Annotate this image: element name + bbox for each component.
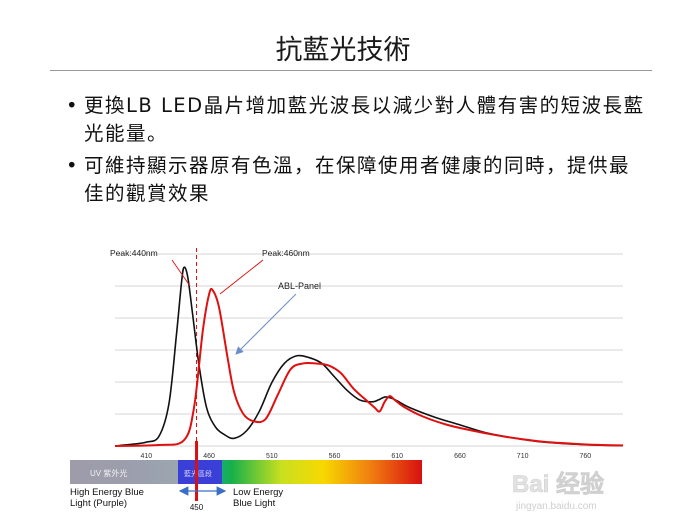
red-spectrum-line xyxy=(114,287,624,447)
peak-460-label: Peak:460nm xyxy=(262,248,310,258)
bullet-marker: • xyxy=(66,94,78,117)
x-tick-label: 610 xyxy=(391,453,403,460)
bullet-text: 更換LB LED晶片增加藍光波長以減少對人體有害的短波長藍光能量。 xyxy=(84,94,645,145)
slide-title: 抗藍光技術 xyxy=(275,35,411,66)
series-layer xyxy=(114,266,624,447)
low-energy-label-line2: Blue Light xyxy=(233,498,276,509)
black-spectrum-line xyxy=(114,266,624,447)
bullet-text: 可維持顯示器原有色溫，在保障使用者健康的同時，提供最佳的觀賞效果 xyxy=(84,154,631,205)
high-energy-label-line2: Light (Purple) xyxy=(70,498,127,509)
x-tick-label: 710 xyxy=(517,453,529,460)
title-divider xyxy=(50,70,652,71)
x-tick-labels: 410 460 510 560 610 660 710 760 xyxy=(141,453,592,460)
bullet-item: • 更換LB LED晶片增加藍光波長以減少對人體有害的短波長藍光能量。 xyxy=(66,92,646,148)
bullet-list: • 更換LB LED晶片增加藍光波長以減少對人體有害的短波長藍光能量。 • 可維… xyxy=(66,92,646,212)
abl-panel-label: ABL-Panel xyxy=(278,281,321,291)
bullet-item: • 可維持顯示器原有色溫，在保障使用者健康的同時，提供最佳的觀賞效果 xyxy=(66,152,646,208)
x-tick-label: 510 xyxy=(266,453,278,460)
chart-grid xyxy=(115,253,623,447)
uv-band xyxy=(70,460,178,484)
x-tick-label: 460 xyxy=(203,453,215,460)
x-tick-label: 760 xyxy=(580,453,592,460)
low-energy-label-line1: Low Energy xyxy=(233,487,283,498)
x-tick-label: 410 xyxy=(141,453,153,460)
watermark-logo: Bai 经验 xyxy=(512,470,604,498)
marker-450-label: 450 xyxy=(190,503,204,512)
watermark-url: jingyan.baidu.com xyxy=(515,501,597,512)
uv-band-label: UV 紫外光 xyxy=(90,468,127,478)
abl-panel-arrow xyxy=(235,293,297,355)
bullet-marker: • xyxy=(66,154,78,177)
marker-450-bar xyxy=(195,441,199,501)
x-tick-label: 660 xyxy=(454,453,466,460)
high-energy-label-line1: High Energy Blue xyxy=(70,487,144,498)
peak-440-leader xyxy=(171,259,191,287)
peak-440-label: Peak:440nm xyxy=(110,248,158,258)
peak-460-leader xyxy=(219,259,264,295)
blue-light-band xyxy=(178,460,222,484)
baidu-watermark: Bai 经验 jingyan.baidu.com xyxy=(512,470,604,512)
x-tick-label: 560 xyxy=(329,453,341,460)
